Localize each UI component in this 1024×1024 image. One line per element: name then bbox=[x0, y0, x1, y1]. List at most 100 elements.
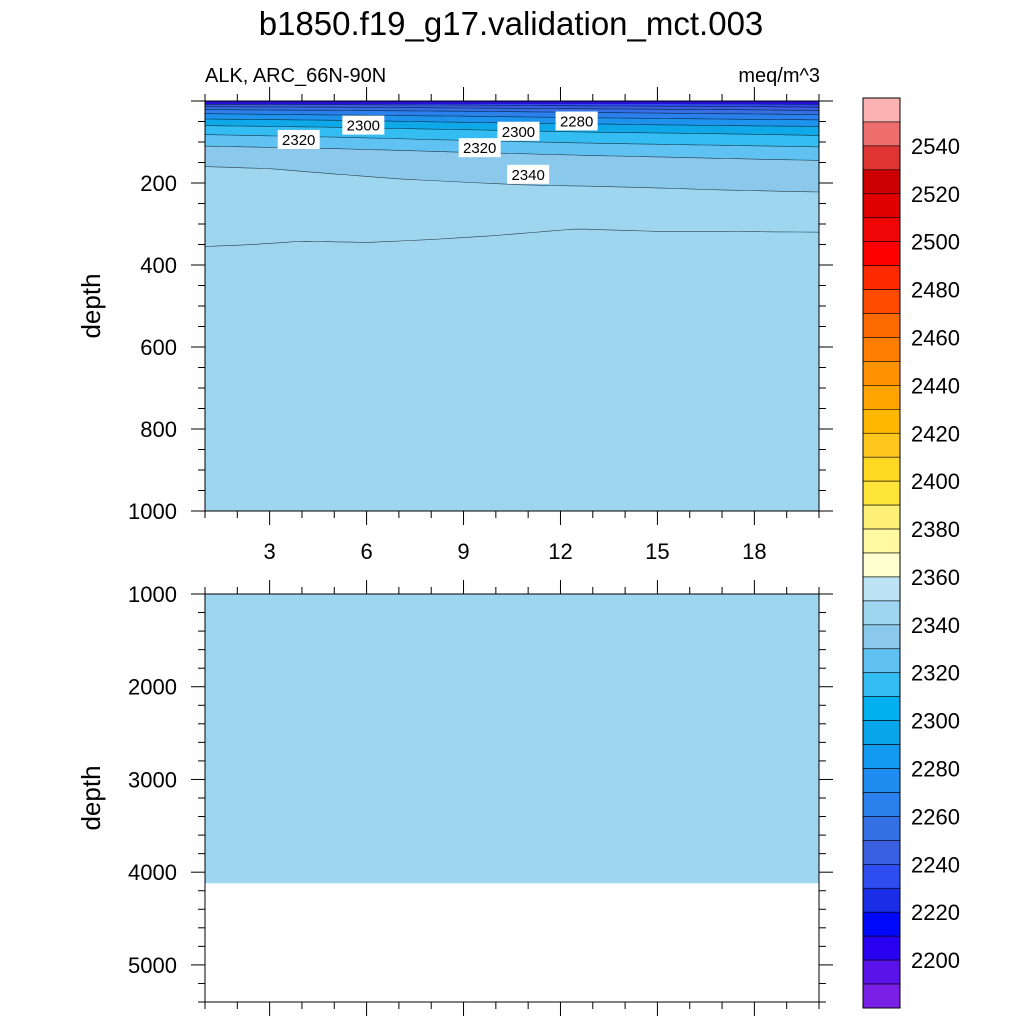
colorbar-swatch bbox=[862, 265, 901, 290]
colorbar-swatch bbox=[862, 887, 901, 913]
colorbar-label: 2500 bbox=[911, 230, 960, 255]
upper-x-tick-label: 9 bbox=[457, 539, 469, 564]
colorbar-frame bbox=[862, 97, 901, 1009]
upper-y-tick-label: 800 bbox=[140, 417, 177, 442]
contour-label-box bbox=[458, 138, 501, 158]
colorbar-label: 2380 bbox=[911, 517, 960, 542]
upper-y-tick-label: 200 bbox=[140, 171, 177, 196]
colorbar-swatch bbox=[862, 624, 901, 650]
colorbar-swatch bbox=[862, 648, 901, 674]
colorbar-swatch bbox=[862, 983, 901, 1009]
upper-y-axis-label: depth bbox=[76, 273, 106, 338]
colorbar-swatch bbox=[862, 935, 901, 961]
colorbar-swatch bbox=[862, 744, 901, 769]
colorbar-swatch bbox=[862, 504, 901, 530]
upper-x-tick-label: 12 bbox=[548, 539, 572, 564]
contour-label: 2300 bbox=[347, 118, 380, 135]
contour-label: 2340 bbox=[511, 167, 544, 184]
colorbar-label: 2400 bbox=[911, 469, 960, 494]
colorbar-swatch bbox=[862, 337, 901, 362]
colorbar-label: 2260 bbox=[911, 804, 960, 829]
lower-panel: 1000 2000 3000 4000 5000 bbox=[128, 580, 833, 1016]
colorbar-label: 2300 bbox=[911, 709, 960, 734]
colorbar-swatch bbox=[862, 576, 901, 602]
colorbar-swatch bbox=[862, 864, 901, 889]
colorbar-swatch bbox=[862, 289, 901, 314]
upper-right-label: meq/m^3 bbox=[738, 65, 820, 87]
chart-title: b1850.f19_g17.validation_mct.003 bbox=[259, 5, 764, 42]
contour-label-box bbox=[342, 115, 385, 135]
upper-left-label: ALK, ARC_66N-90N bbox=[205, 65, 386, 87]
colorbar-label: 2540 bbox=[911, 134, 960, 159]
contour-line-2350 bbox=[204, 228, 820, 247]
colorbar-swatch bbox=[862, 552, 901, 578]
colorbar-swatch bbox=[862, 385, 901, 410]
upper-x-tick-label: 6 bbox=[360, 539, 372, 564]
contour-label-box bbox=[507, 164, 550, 184]
colorbar-swatch bbox=[862, 409, 901, 434]
colorbar-swatch bbox=[862, 816, 901, 841]
contour-label-box bbox=[555, 111, 598, 131]
contour-line-2260 bbox=[205, 104, 820, 108]
contour-label: 2320 bbox=[282, 132, 315, 149]
colorbar-swatch bbox=[862, 792, 901, 817]
colorbar-label: 2280 bbox=[911, 757, 960, 782]
colorbar-swatch bbox=[862, 432, 901, 458]
colorbar-label: 2220 bbox=[911, 900, 960, 925]
upper-panel: 2320 2300 2320 2300 2280 2340 200 400 600 800 1000… bbox=[128, 87, 833, 564]
lower-uniform-fill bbox=[205, 594, 819, 884]
upper-x-tick-label: 3 bbox=[264, 539, 276, 564]
lower-y-axis-label: depth bbox=[76, 765, 106, 830]
colorbar-label: 2240 bbox=[911, 852, 960, 877]
colorbar-swatch bbox=[862, 480, 901, 506]
colorbar-swatch bbox=[862, 121, 901, 147]
upper-x-tick-label: 15 bbox=[645, 539, 669, 564]
lower-y-tick-label: 1000 bbox=[128, 582, 177, 607]
lower-y-tick-label: 5000 bbox=[128, 953, 177, 978]
contour-label-box bbox=[497, 121, 540, 141]
contour-line-2270 bbox=[204, 106, 820, 111]
contour-line-2290 bbox=[204, 113, 820, 121]
colorbar-swatch bbox=[862, 169, 901, 195]
contour-line-2280 bbox=[204, 109, 820, 115]
colorbar-label: 2340 bbox=[911, 613, 960, 638]
contour-line-2340 bbox=[204, 166, 820, 193]
colorbar-swatch bbox=[862, 193, 901, 219]
lower-y-tick-label: 2000 bbox=[128, 675, 177, 700]
colorbar-swatch bbox=[862, 696, 901, 721]
colorbar-swatch bbox=[862, 720, 901, 745]
colorbar-swatch bbox=[862, 528, 901, 554]
colorbar-swatch bbox=[862, 217, 901, 242]
lower-y-tick-label: 4000 bbox=[128, 860, 177, 885]
upper-y-tick-label: 1000 bbox=[128, 499, 177, 524]
upper-y-tick-label: 600 bbox=[140, 335, 177, 360]
colorbar-swatch bbox=[862, 313, 901, 338]
colorbar-swatch bbox=[862, 768, 901, 793]
contour-label: 2320 bbox=[463, 140, 496, 157]
colorbar-swatch bbox=[862, 456, 901, 482]
upper-y-tick-label: 400 bbox=[140, 253, 177, 278]
contour-label: 2280 bbox=[560, 114, 593, 131]
upper-x-tick-label: 18 bbox=[742, 539, 766, 564]
contour-label-box bbox=[277, 129, 320, 149]
colorbar-label: 2480 bbox=[911, 278, 960, 303]
colorbar-label: 2520 bbox=[911, 182, 960, 207]
contour-label: 2300 bbox=[502, 124, 535, 141]
colorbar-swatch bbox=[862, 361, 901, 386]
colorbar-label: 2320 bbox=[911, 661, 960, 686]
colorbar-swatch bbox=[862, 600, 901, 626]
colorbar-label: 2460 bbox=[911, 325, 960, 350]
colorbar-swatch bbox=[862, 672, 901, 697]
colorbar-swatch bbox=[862, 241, 901, 266]
colorbar-label: 2440 bbox=[911, 373, 960, 398]
colorbar-swatch bbox=[862, 145, 901, 171]
colorbar-swatch bbox=[862, 97, 901, 123]
colorbar-swatch bbox=[862, 959, 901, 985]
colorbar-label: 2360 bbox=[911, 565, 960, 590]
colorbar: 2540 2520 2500 2480 2460 2440 2420 2400 2380 2360… bbox=[862, 97, 960, 1009]
lower-y-tick-label: 3000 bbox=[128, 767, 177, 792]
colorbar-swatch bbox=[862, 911, 901, 937]
colorbar-label: 2200 bbox=[911, 948, 960, 973]
surface-band bbox=[205, 101, 819, 104]
